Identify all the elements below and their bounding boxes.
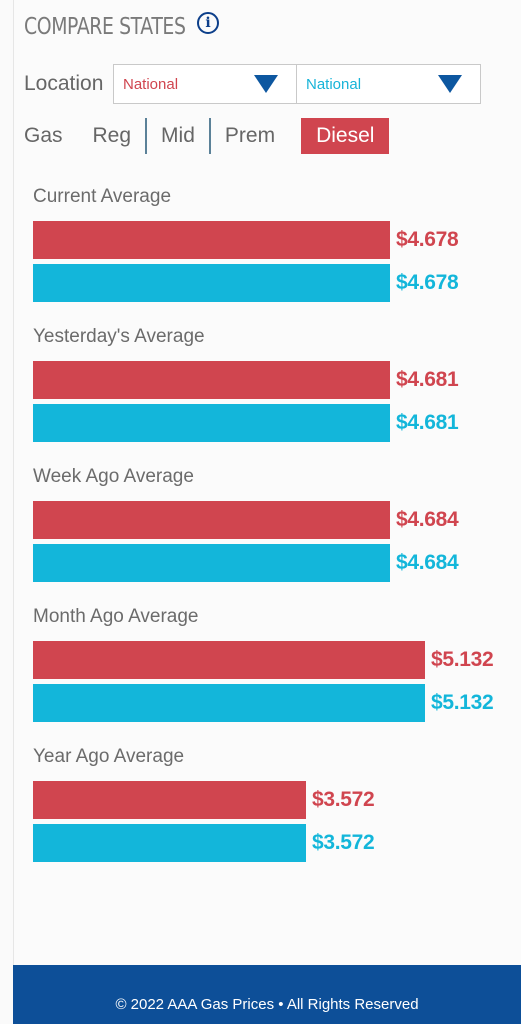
price-section: Month Ago Average $5.132 $5.132 [33, 606, 494, 722]
price-value-location-1: $4.681 [396, 368, 459, 391]
header: COMPARE STATES i [24, 12, 219, 40]
price-value-location-1: $4.678 [396, 228, 459, 251]
bar-row-location-1: $5.132 [33, 641, 494, 679]
price-value-location-1: $4.684 [396, 508, 459, 531]
bar-row-location-1: $4.678 [33, 221, 459, 259]
bar-row-location-2: $3.572 [33, 824, 375, 862]
gas-type-tabs: Gas Reg Mid Prem Diesel [24, 118, 390, 154]
price-section: Yesterday's Average $4.681 $4.681 [33, 326, 459, 442]
location-select-1-value: National [123, 75, 179, 93]
bar-row-location-1: $4.681 [33, 361, 459, 399]
info-icon[interactable]: i [197, 12, 219, 34]
tab-divider [145, 118, 148, 154]
copyright-text: © 2022 AAA Gas Prices • All Rights Reser… [115, 996, 419, 1013]
price-value-location-2: $3.572 [312, 831, 375, 854]
section-title: Yesterday's Average [33, 326, 205, 347]
section-title: Year Ago Average [33, 746, 185, 767]
price-value-location-2: $4.684 [396, 551, 459, 574]
price-bar-location-2 [33, 544, 390, 582]
chevron-down-icon [438, 75, 462, 93]
tab-diesel[interactable]: Diesel [301, 118, 390, 154]
tab-mid[interactable]: Mid [161, 124, 195, 147]
section-title: Week Ago Average [33, 466, 194, 487]
price-section: Week Ago Average $4.684 $4.684 [33, 466, 459, 582]
price-bar-location-2 [33, 684, 425, 722]
location-select-2[interactable]: National [297, 64, 481, 104]
price-section: Year Ago Average $3.572 $3.572 [33, 746, 375, 862]
location-select-1[interactable]: National [113, 64, 297, 104]
section-title: Month Ago Average [33, 606, 199, 627]
location-select-2-value: National [306, 75, 362, 93]
price-bar-location-2 [33, 824, 306, 862]
tab-prem[interactable]: Prem [224, 124, 276, 147]
gas-label: Gas [24, 124, 63, 147]
price-bar-location-1 [33, 781, 306, 819]
price-bar-location-2 [33, 404, 390, 442]
bar-row-location-1: $3.572 [33, 781, 375, 819]
location-row: Location National National [24, 64, 481, 104]
price-value-location-2: $5.132 [431, 691, 494, 714]
price-bar-location-1 [33, 361, 390, 399]
price-bar-location-1 [33, 221, 390, 259]
price-value-location-2: $4.681 [396, 411, 459, 434]
chevron-down-icon [254, 75, 278, 93]
section-title: Current Average [33, 186, 172, 207]
bar-row-location-2: $4.684 [33, 544, 459, 582]
price-value-location-1: $3.572 [312, 788, 375, 811]
tab-divider [208, 118, 211, 154]
location-label: Location [24, 72, 104, 95]
page-title: COMPARE STATES [24, 14, 186, 40]
price-bar-location-2 [33, 264, 390, 302]
price-bar-location-1 [33, 641, 425, 679]
price-value-location-1: $5.132 [431, 648, 494, 671]
bar-row-location-2: $4.678 [33, 264, 459, 302]
price-bar-location-1 [33, 501, 390, 539]
bar-row-location-1: $4.684 [33, 501, 459, 539]
footer: © 2022 AAA Gas Prices • All Rights Reser… [13, 965, 521, 1024]
price-value-location-2: $4.678 [396, 271, 459, 294]
bar-row-location-2: $4.681 [33, 404, 459, 442]
tab-reg[interactable]: Reg [92, 124, 132, 147]
bar-row-location-2: $5.132 [33, 684, 494, 722]
price-section: Current Average $4.678 $4.678 [33, 186, 459, 302]
